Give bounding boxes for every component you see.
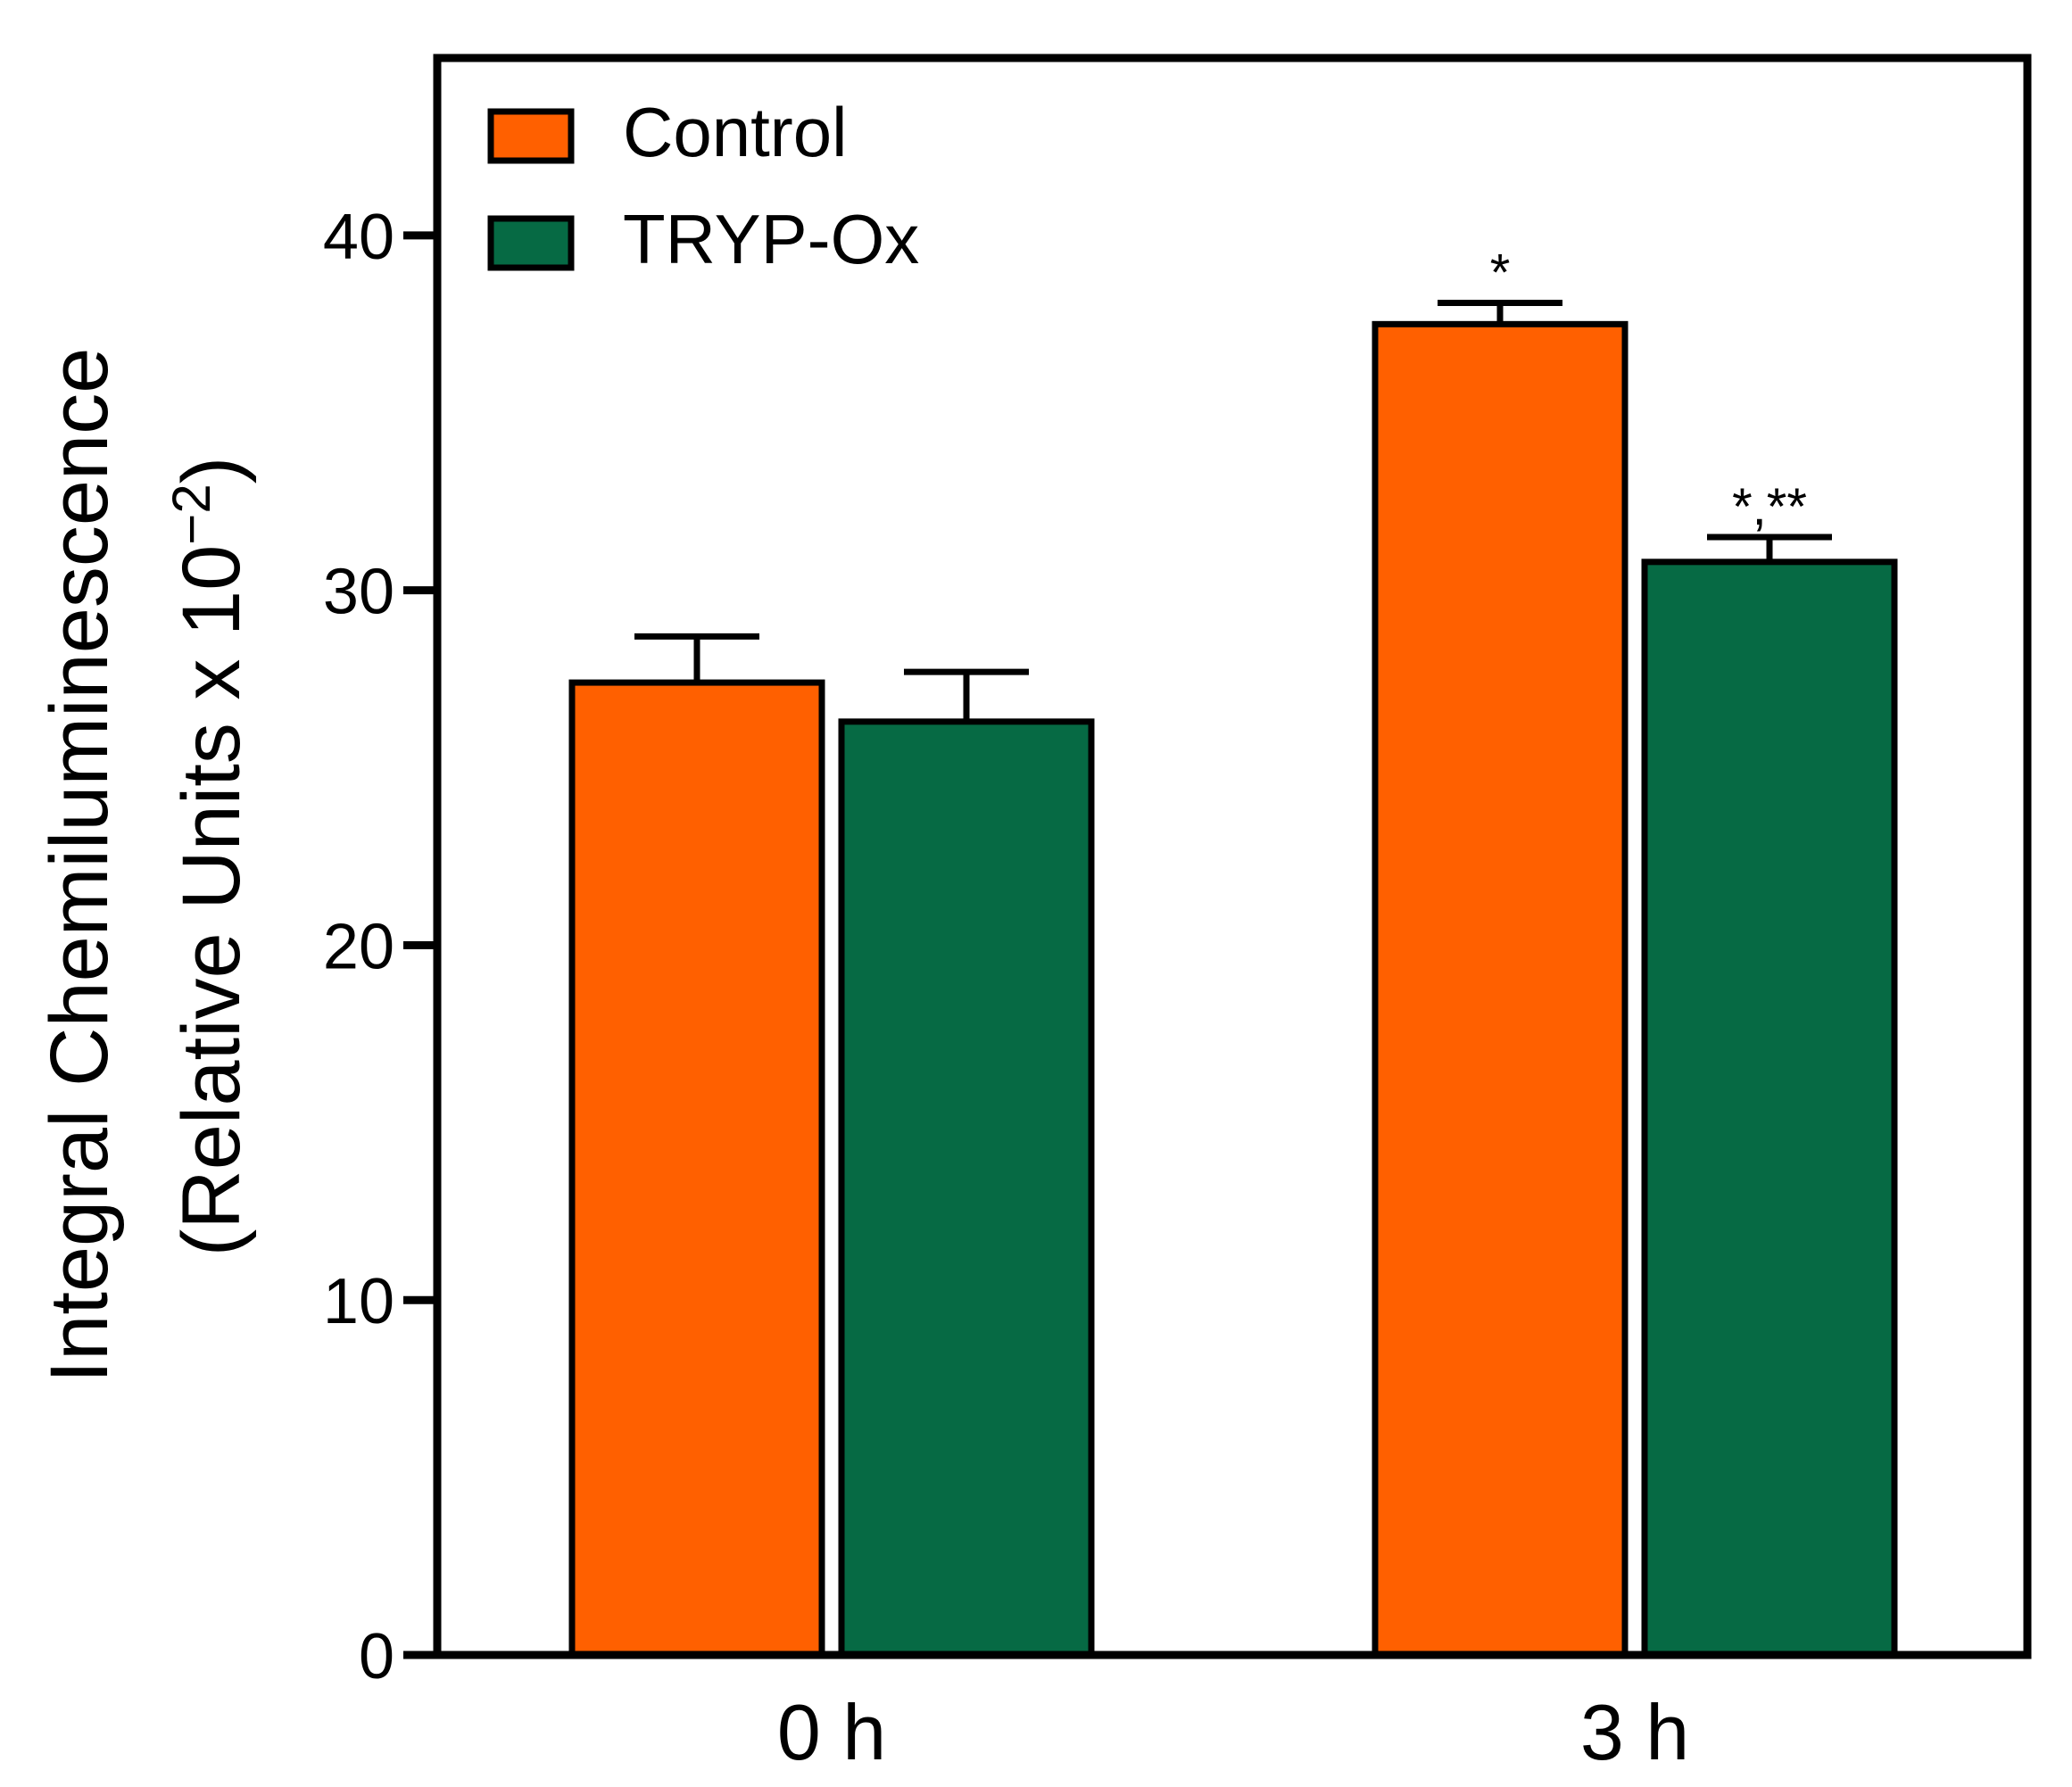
bar-control-3h [1372, 320, 1629, 1659]
x-tick-label: 3 h [1580, 1688, 1689, 1776]
legend-label-control: Control [623, 93, 847, 171]
plot-area: * *,** [568, 244, 1898, 1659]
y-tick-label: 0 [359, 1621, 394, 1692]
legend-swatch-control [487, 108, 575, 164]
y-axis-title-line1: Integral Chemiluminescence [34, 348, 125, 1384]
y-axis-title-line2: (Relative Units x 10−2) [162, 457, 258, 1257]
legend-swatch-tryp-ox [487, 215, 575, 271]
legend-label-tryp-ox: TRYP-Ox [623, 200, 919, 278]
bar-tryp-ox-3h [1641, 558, 1898, 1659]
y-tick-label: 10 [323, 1266, 394, 1337]
y-tick-label: 30 [323, 557, 394, 628]
y-axis-title-prefix: (Relative Units x 10 [166, 545, 257, 1257]
y-axis-title-exponent: −2 [162, 484, 221, 544]
bar-tryp-ox-0h [838, 718, 1095, 1659]
y-axis-title-suffix: ) [166, 457, 257, 484]
significance-label: *,** [1732, 478, 1807, 536]
y-tick-label: 40 [323, 202, 394, 273]
legend: Control TRYP-Ox [487, 93, 919, 278]
y-axis-title: Integral Chemiluminescence (Relative Uni… [34, 348, 257, 1384]
y-tick-label: 20 [323, 911, 394, 982]
x-tick-label: 0 h [777, 1688, 886, 1776]
bar-control-0h [568, 679, 825, 1659]
significance-label: * [1490, 244, 1511, 302]
axes: 0 10 20 30 40 0 h 3 h [323, 54, 2032, 1776]
plot-frame [433, 54, 2032, 1659]
